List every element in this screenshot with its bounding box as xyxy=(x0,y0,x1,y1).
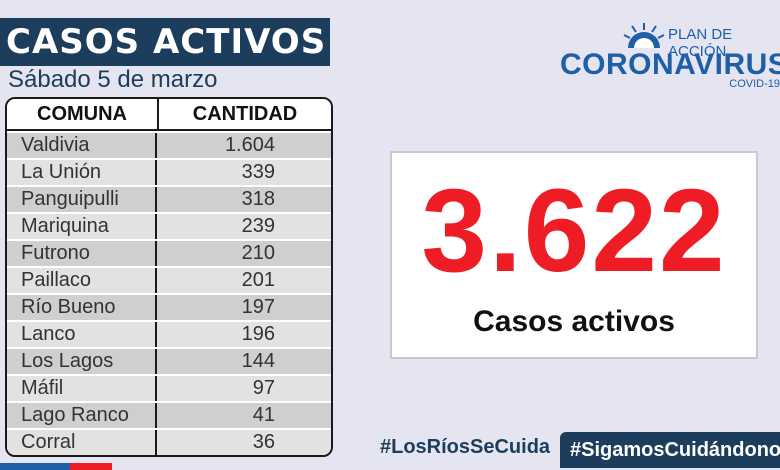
table-row: Máfil 97 xyxy=(7,376,331,401)
logo-name-text: CORONAVIRUS xyxy=(560,48,780,81)
table-row: Lago Ranco 41 xyxy=(7,403,331,428)
table-row: Paillaco 201 xyxy=(7,268,331,293)
comuna-cell: Mariquina xyxy=(7,214,157,239)
comuna-cell: Corral xyxy=(7,430,157,455)
cantidad-cell: 201 xyxy=(157,268,331,293)
comuna-cell: Máfil xyxy=(7,376,157,401)
comuna-cell: Valdivia xyxy=(7,133,157,158)
comuna-cell: Los Lagos xyxy=(7,349,157,374)
hashtag-sigamos: #SigamosCuidándonos xyxy=(560,432,780,468)
cantidad-cell: 318 xyxy=(157,187,331,212)
cantidad-cell: 41 xyxy=(157,403,331,428)
column-header-comuna: COMUNA xyxy=(7,99,159,129)
page-title: CASOS ACTIVOS xyxy=(0,18,330,66)
cases-table: COMUNA CANTIDAD Valdivia 1.604 La Unión 33… xyxy=(5,97,333,457)
comuna-cell: Lanco xyxy=(7,322,157,347)
table-row: Valdivia 1.604 xyxy=(7,133,331,158)
footer-stripe-blue xyxy=(0,463,70,470)
comuna-cell: La Unión xyxy=(7,160,157,185)
table-row: La Unión 339 xyxy=(7,160,331,185)
table-header: COMUNA CANTIDAD xyxy=(7,99,331,131)
total-value: 3.622 xyxy=(421,165,727,297)
cantidad-cell: 239 xyxy=(157,214,331,239)
table-row: Los Lagos 144 xyxy=(7,349,331,374)
table-row: Lanco 196 xyxy=(7,322,331,347)
cantidad-cell: 196 xyxy=(157,322,331,347)
table-row: Río Bueno 197 xyxy=(7,295,331,320)
comuna-cell: Río Bueno xyxy=(7,295,157,320)
cantidad-cell: 36 xyxy=(157,430,331,455)
total-card: 3.622 Casos activos xyxy=(390,151,758,359)
table-row: Panguipulli 318 xyxy=(7,187,331,212)
comuna-cell: Paillaco xyxy=(7,268,157,293)
logo-sub-text: COVID-19 xyxy=(729,78,780,90)
sun-icon xyxy=(623,23,665,48)
column-header-cantidad: CANTIDAD xyxy=(192,103,298,125)
cantidad-cell: 144 xyxy=(157,349,331,374)
comuna-cell: Lago Ranco xyxy=(7,403,157,428)
date-label: Sábado 5 de marzo xyxy=(8,66,218,93)
table-row: Mariquina 239 xyxy=(7,214,331,239)
comuna-cell: Futrono xyxy=(7,241,157,266)
table-row: Corral 36 xyxy=(7,430,331,455)
footer-stripe-red xyxy=(70,463,112,470)
hashtag-los-rios: #LosRíosSeCuida xyxy=(380,436,551,458)
cantidad-cell: 197 xyxy=(157,295,331,320)
plan-accion-logo: PLAN DE ACCIÓN CORONAVIRUS COVID-19 xyxy=(560,22,780,92)
cantidad-cell: 97 xyxy=(157,376,331,401)
logo-plan-text: PLAN DE ACCIÓN xyxy=(668,26,733,60)
cantidad-cell: 339 xyxy=(157,160,331,185)
cantidad-cell: 210 xyxy=(157,241,331,266)
table-row: Futrono 210 xyxy=(7,241,331,266)
cantidad-cell: 1.604 xyxy=(157,133,331,158)
total-label: Casos activos xyxy=(473,305,675,338)
comuna-cell: Panguipulli xyxy=(7,187,157,212)
